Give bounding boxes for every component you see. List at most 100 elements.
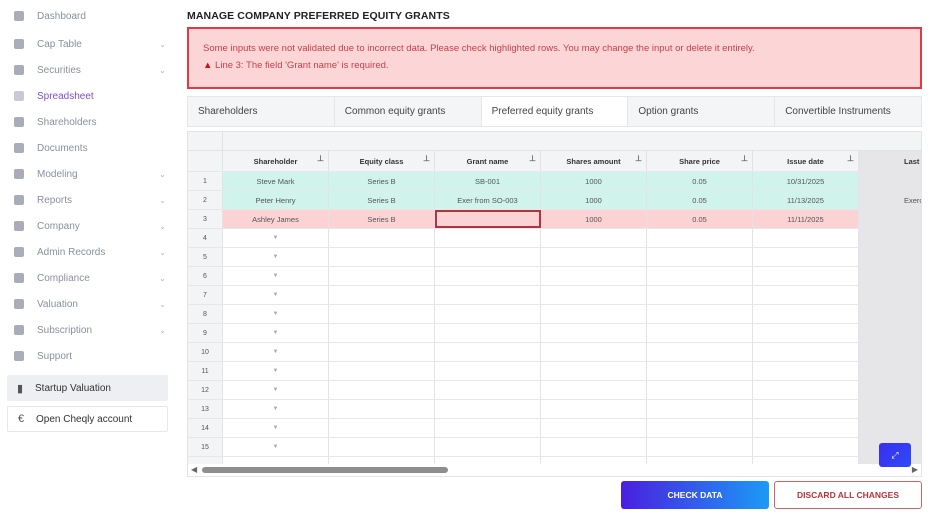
- table-cell[interactable]: [435, 400, 541, 418]
- column-header[interactable]: Share price ⊥: [647, 151, 753, 171]
- table-cell[interactable]: [329, 248, 435, 266]
- table-cell[interactable]: [329, 286, 435, 304]
- discard-all-changes-button[interactable]: DISCARD ALL CHANGES: [774, 481, 922, 509]
- startup-valuation-button[interactable]: ▮ Startup Valuation: [7, 375, 168, 401]
- table-cell[interactable]: [435, 362, 541, 380]
- scroll-right-icon[interactable]: ▶: [911, 465, 918, 474]
- table-cell[interactable]: [859, 419, 921, 437]
- table-cell[interactable]: [647, 305, 753, 323]
- table-cell[interactable]: ▼: [223, 305, 329, 323]
- sidebar-item-dashboard[interactable]: Dashboard: [10, 6, 170, 26]
- column-header[interactable]: Shares amount ⊥: [541, 151, 647, 171]
- pin-icon[interactable]: ⊥: [317, 154, 324, 163]
- table-cell[interactable]: Series B: [329, 172, 435, 190]
- table-cell[interactable]: SB-001: [435, 172, 541, 190]
- table-cell[interactable]: [753, 438, 859, 456]
- table-cell[interactable]: [435, 248, 541, 266]
- table-cell[interactable]: [647, 324, 753, 342]
- table-cell[interactable]: [435, 419, 541, 437]
- sidebar-item-reports[interactable]: Reports ⌄: [10, 190, 170, 210]
- table-cell[interactable]: [435, 305, 541, 323]
- table-cell[interactable]: ▼: [223, 286, 329, 304]
- table-cell[interactable]: ▼: [223, 248, 329, 266]
- column-header[interactable]: Last t: [859, 151, 921, 171]
- table-cell[interactable]: [435, 343, 541, 361]
- table-cell[interactable]: [753, 305, 859, 323]
- table-cell[interactable]: [435, 324, 541, 342]
- table-cell[interactable]: [753, 286, 859, 304]
- table-cell[interactable]: [329, 419, 435, 437]
- table-cell[interactable]: [541, 438, 647, 456]
- table-cell[interactable]: 1000: [541, 191, 647, 209]
- table-cell[interactable]: [541, 267, 647, 285]
- table-cell[interactable]: [329, 267, 435, 285]
- table-cell[interactable]: ▼: [223, 362, 329, 380]
- horizontal-scrollbar[interactable]: ◀ ▶: [188, 464, 921, 476]
- sidebar-item-cap-table[interactable]: Cap Table ⌄: [10, 34, 170, 54]
- column-header[interactable]: Grant name ⊥: [435, 151, 541, 171]
- table-cell[interactable]: [541, 305, 647, 323]
- open-cheqly-account-button[interactable]: € Open Cheqly account: [7, 406, 168, 432]
- sidebar-item-admin-records[interactable]: Admin Records ⌄: [10, 242, 170, 262]
- sidebar-item-spreadsheet[interactable]: Spreadsheet: [10, 86, 170, 106]
- dropdown-arrow-icon[interactable]: ▼: [272, 406, 279, 412]
- table-cell[interactable]: [859, 343, 921, 361]
- table-cell[interactable]: 11/11/2025: [753, 210, 859, 228]
- invalid-cell[interactable]: [435, 210, 541, 228]
- fullscreen-button[interactable]: ⤢: [879, 443, 911, 467]
- table-cell[interactable]: ▼: [223, 343, 329, 361]
- sidebar-item-documents[interactable]: Documents: [10, 138, 170, 158]
- column-header[interactable]: Issue date ⊥: [753, 151, 859, 171]
- table-cell[interactable]: ▼: [223, 229, 329, 247]
- table-cell[interactable]: [541, 362, 647, 380]
- table-cell[interactable]: [859, 362, 921, 380]
- table-cell[interactable]: [329, 400, 435, 418]
- table-cell[interactable]: Series B: [329, 210, 435, 228]
- table-cell[interactable]: Series B: [329, 191, 435, 209]
- table-cell[interactable]: [753, 381, 859, 399]
- table-cell[interactable]: [435, 381, 541, 399]
- table-cell[interactable]: ▼: [223, 419, 329, 437]
- sidebar-item-modeling[interactable]: Modeling ⌄: [10, 164, 170, 184]
- chevron-down-icon[interactable]: ⌄: [159, 299, 166, 309]
- sidebar-item-support[interactable]: Support: [10, 346, 170, 366]
- column-header[interactable]: Shareholder ⊥: [223, 151, 329, 171]
- spreadsheet-grid[interactable]: Shareholder ⊥ Equity class ⊥ Grant name ⊥ Shar…: [187, 131, 922, 477]
- tab-common-equity-grants[interactable]: Common equity grants: [334, 97, 482, 126]
- table-cell[interactable]: [329, 362, 435, 380]
- table-cell[interactable]: [647, 400, 753, 418]
- sidebar-item-company[interactable]: Company ⌄: [10, 216, 170, 236]
- table-cell[interactable]: ▼: [223, 267, 329, 285]
- sidebar-item-compliance[interactable]: Compliance ⌄: [10, 268, 170, 288]
- table-cell[interactable]: [647, 343, 753, 361]
- table-cell[interactable]: [435, 267, 541, 285]
- table-cell[interactable]: [859, 210, 921, 228]
- table-cell[interactable]: [859, 324, 921, 342]
- dropdown-arrow-icon[interactable]: ▼: [272, 349, 279, 355]
- table-cell[interactable]: [647, 267, 753, 285]
- table-cell[interactable]: Peter Henry: [223, 191, 329, 209]
- chevron-down-icon[interactable]: ⌄: [159, 39, 166, 49]
- table-cell[interactable]: [753, 267, 859, 285]
- dropdown-arrow-icon[interactable]: ▼: [272, 273, 279, 279]
- dropdown-arrow-icon[interactable]: ▼: [272, 330, 279, 336]
- table-cell[interactable]: [435, 438, 541, 456]
- chevron-down-icon[interactable]: ⌄: [159, 169, 166, 179]
- table-cell[interactable]: [329, 305, 435, 323]
- table-cell[interactable]: [435, 229, 541, 247]
- table-cell[interactable]: [859, 229, 921, 247]
- dropdown-arrow-icon[interactable]: ▼: [272, 387, 279, 393]
- table-cell[interactable]: [647, 381, 753, 399]
- table-cell[interactable]: [753, 248, 859, 266]
- chevron-down-icon[interactable]: ⌄: [159, 325, 166, 335]
- table-cell[interactable]: [541, 286, 647, 304]
- dropdown-arrow-icon[interactable]: ▼: [272, 444, 279, 450]
- table-cell[interactable]: ▼: [223, 400, 329, 418]
- table-cell[interactable]: [647, 248, 753, 266]
- dropdown-arrow-icon[interactable]: ▼: [272, 368, 279, 374]
- table-cell[interactable]: [753, 229, 859, 247]
- table-cell[interactable]: 0.05: [647, 191, 753, 209]
- table-cell[interactable]: [859, 172, 921, 190]
- table-cell[interactable]: [859, 248, 921, 266]
- table-cell[interactable]: [859, 381, 921, 399]
